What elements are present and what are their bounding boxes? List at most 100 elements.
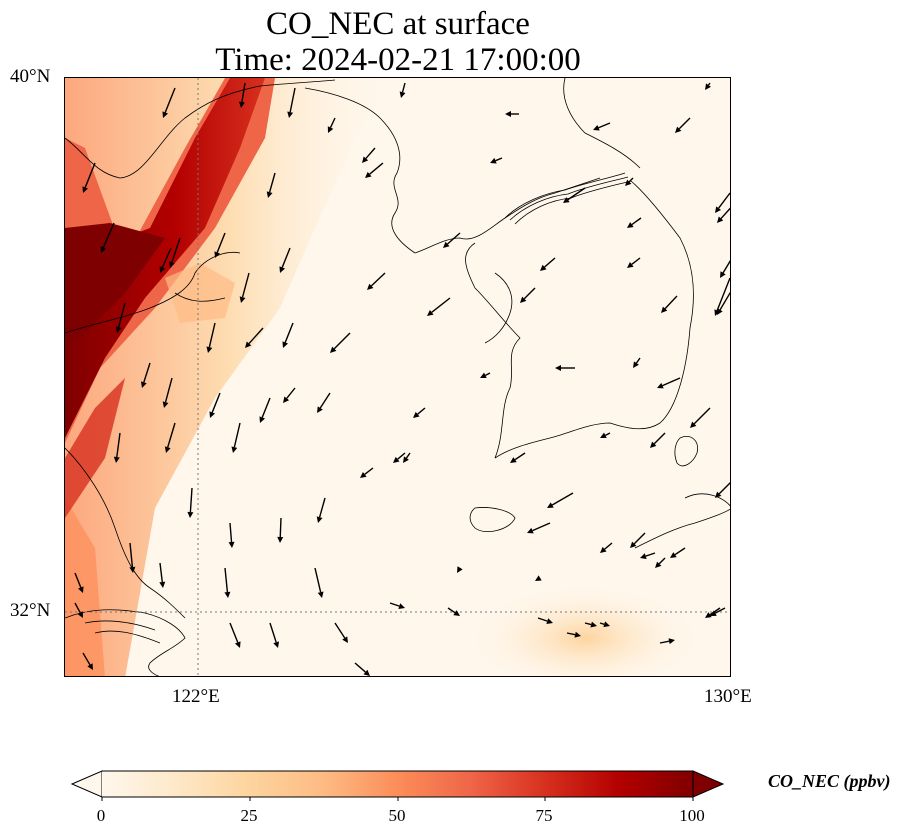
- wind-arrow-head: [277, 536, 284, 543]
- wind-arrow-shaft: [599, 622, 605, 625]
- wind-arrow-shaft: [102, 222, 115, 248]
- wind-arrow-head: [398, 603, 405, 609]
- wind-arrow-head: [490, 157, 497, 164]
- wind-arrow-shaft: [159, 562, 163, 583]
- wind-arrow-shaft: [74, 572, 82, 588]
- wind-arrow-shaft: [74, 602, 81, 614]
- wind-arrow-head: [363, 669, 370, 676]
- wind-arrow-shaft: [714, 607, 726, 614]
- wind-arrow-head: [273, 641, 280, 648]
- wind-arrow-head: [159, 266, 166, 273]
- wind-arrow-head: [661, 306, 668, 313]
- wind-arrow-head: [282, 341, 289, 348]
- wind-arrow-head: [287, 111, 294, 118]
- wind-arrow-shaft: [241, 82, 246, 103]
- wind-arrow-shaft: [329, 117, 336, 128]
- wind-arrow-head: [457, 566, 463, 573]
- wind-arrow-head: [627, 222, 634, 228]
- wind-arrow-head: [563, 197, 570, 203]
- wind-arrow-shaft: [364, 467, 374, 475]
- wind-arrow-head: [590, 621, 597, 628]
- wind-arrow-head: [327, 126, 334, 133]
- wind-arrow-shaft: [662, 377, 681, 387]
- wind-arrow-shaft: [268, 172, 276, 193]
- wind-arrow-head: [228, 541, 235, 548]
- wind-arrow-shaft: [584, 622, 592, 626]
- wind-arrow-shaft: [631, 257, 641, 265]
- wind-arrow-head: [720, 271, 726, 278]
- wind-arrow-head: [593, 124, 600, 131]
- wind-arrow-shaft: [229, 622, 239, 643]
- wind-arrow-shaft: [261, 397, 271, 418]
- wind-arrow-shaft: [229, 522, 233, 543]
- wind-arrow-shaft: [707, 82, 711, 86]
- wind-arrow-head: [715, 206, 721, 213]
- wind-arrow-head: [100, 246, 107, 253]
- wind-arrow-head: [113, 456, 120, 463]
- wind-arrow-head: [520, 296, 527, 303]
- wind-arrow-shaft: [544, 257, 556, 268]
- wind-arrow-shaft: [224, 567, 229, 593]
- co-west-strip: [65, 378, 125, 518]
- co-coastal-high: [65, 498, 105, 676]
- wind-arrow-head: [362, 156, 369, 163]
- wind-arrow-shaft: [82, 652, 91, 666]
- wind-arrow-shaft: [567, 187, 586, 201]
- wind-arrow-head: [690, 421, 697, 428]
- co-bay-patch: [165, 263, 235, 323]
- map-title-line2: Time: 2024-02-21 17:00:00: [215, 42, 581, 78]
- wind-arrow-shaft: [318, 497, 326, 518]
- wind-arrow-head: [365, 171, 372, 178]
- wind-arrow-head: [443, 241, 450, 248]
- colorbar-tick-25: 25: [240, 806, 258, 825]
- wind-arrow-shaft: [447, 607, 456, 614]
- colorbar-extend-low: [70, 770, 103, 798]
- wind-arrow-head: [283, 396, 290, 403]
- wind-arrow-shaft: [631, 217, 642, 226]
- wind-arrow-head: [169, 261, 175, 268]
- gridlines: [65, 78, 730, 676]
- wind-arrow-shaft: [431, 297, 451, 313]
- wind-arrow-head: [480, 372, 487, 378]
- wind-arrow-shaft: [365, 147, 376, 159]
- wind-arrow-head: [574, 631, 581, 638]
- map-panel: [64, 77, 731, 677]
- wind-arrow-head: [360, 471, 367, 478]
- wind-arrow-shaft: [664, 295, 678, 310]
- wind-arrow-head: [399, 91, 406, 98]
- wind-arrow-shaft: [401, 82, 406, 93]
- wind-arrow-head: [159, 581, 166, 588]
- co-plume-core: [65, 78, 265, 438]
- wind-arrow-head: [403, 456, 409, 463]
- wind-arrow-shaft: [389, 602, 400, 607]
- wind-arrow-shaft: [566, 632, 576, 636]
- wind-arrow-shaft: [129, 542, 134, 568]
- wind-arrow-shaft: [514, 452, 526, 461]
- wind-arrow-shaft: [216, 232, 226, 253]
- wind-arrow-shaft: [720, 207, 730, 220]
- wind-arrow-head: [266, 191, 273, 198]
- wind-arrow-shaft: [551, 492, 574, 506]
- wind-arrow-head: [316, 516, 323, 523]
- wind-arrow-shaft: [447, 232, 461, 245]
- colorbar-tick-0: 0: [96, 806, 106, 825]
- wind-arrow-head: [245, 341, 252, 348]
- lat-label-32n: 32°N: [10, 600, 51, 621]
- wind-arrow-shaft: [718, 482, 730, 495]
- wind-arrow-head: [650, 441, 657, 448]
- wind-arrow-head: [710, 610, 717, 616]
- wind-arrow-shaft: [167, 422, 176, 448]
- wind-arrow-head: [77, 586, 84, 593]
- wind-arrow-shaft: [208, 322, 216, 348]
- wind-arrow-head: [630, 541, 637, 548]
- wind-arrow-head: [555, 365, 561, 371]
- wind-arrow-shaft: [143, 362, 151, 383]
- wind-arrow-head: [600, 546, 607, 553]
- wind-arrow-head: [129, 566, 136, 573]
- wind-arrow-head: [162, 401, 169, 408]
- wind-arrow-shaft: [354, 662, 366, 673]
- lon-label-130e: 130°E: [704, 686, 752, 707]
- colorbar-extend-high: [692, 770, 725, 798]
- wind-arrow-head: [238, 101, 245, 108]
